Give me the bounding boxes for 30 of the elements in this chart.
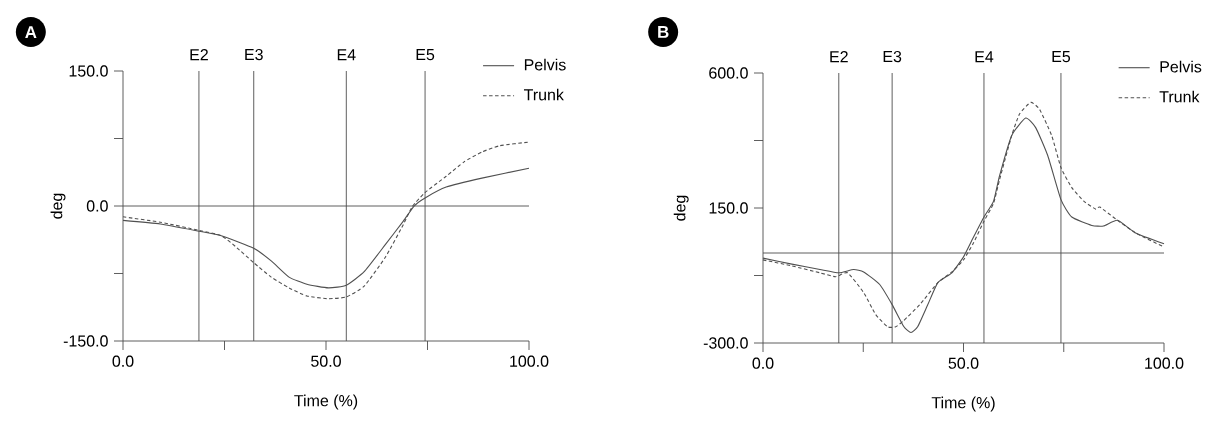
y-tick-label: -150.0 [63, 335, 108, 347]
legend-label: Pelvis [524, 58, 566, 71]
y-tick-label: 0.0 [86, 200, 108, 212]
legend-label: Pelvis [1160, 60, 1202, 73]
y-tick-label: 150.0 [709, 202, 748, 214]
x-tick-label: 50.0 [311, 355, 341, 367]
ref-line-label: E3 [245, 48, 263, 61]
legend-label: Trunk [1159, 90, 1200, 103]
x-axis-title: Time (%) [294, 394, 358, 410]
y-tick-label: 150.0 [69, 65, 108, 77]
ref-line-label: E3 [883, 50, 902, 63]
y-tick-label: 600.0 [709, 67, 748, 79]
ref-line-label: E5 [416, 49, 435, 61]
ref-line-label: E5 [1052, 51, 1071, 63]
x-tick-label: 0.0 [112, 355, 134, 367]
chart-title: A [25, 26, 37, 38]
y-axis-title: deg [673, 195, 689, 221]
y-axis-title: deg [50, 193, 66, 219]
x-tick-label: 0.0 [752, 357, 774, 369]
y-tick-label: -300.0 [703, 337, 748, 349]
x-tick-label: 50.0 [948, 357, 979, 369]
legend-label: Trunk [523, 88, 564, 101]
x-tick-label: 100.0 [510, 355, 549, 367]
x-axis-title: Time (%) [931, 396, 995, 412]
chart-title: B [658, 26, 669, 38]
ref-line-label: E4 [337, 49, 356, 61]
ref-line-label: E2 [190, 49, 208, 61]
ref-line-label: E2 [830, 51, 848, 63]
x-tick-label: 100.0 [1145, 357, 1184, 369]
ref-line-label: E4 [975, 51, 994, 63]
